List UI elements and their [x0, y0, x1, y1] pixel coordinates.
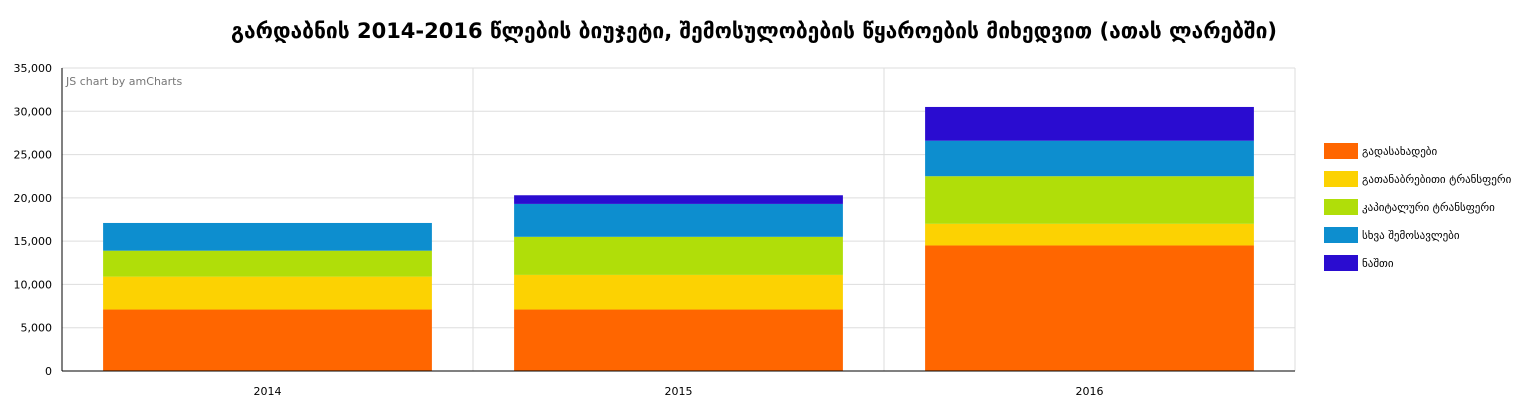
- bar-segment[interactable]: [514, 195, 843, 204]
- y-tick-label: 30,000: [14, 105, 53, 118]
- legend-swatch[interactable]: [1324, 143, 1358, 159]
- bar-segment[interactable]: [925, 176, 1254, 224]
- bar-segment[interactable]: [925, 223, 1254, 246]
- bar-segment[interactable]: [925, 245, 1254, 371]
- y-tick-label: 0: [45, 365, 52, 378]
- bar-segment[interactable]: [103, 222, 432, 251]
- bar-segment[interactable]: [925, 106, 1254, 141]
- y-tick-label: 20,000: [14, 192, 53, 205]
- bar-segment[interactable]: [514, 203, 843, 237]
- bar-segment[interactable]: [514, 236, 843, 275]
- y-tick-label: 15,000: [14, 235, 53, 248]
- legend-swatch[interactable]: [1324, 199, 1358, 215]
- bar-segment[interactable]: [103, 250, 432, 277]
- chart-credit[interactable]: JS chart by amCharts: [65, 75, 182, 88]
- legend-label[interactable]: ნაშთი: [1362, 257, 1394, 270]
- chart-title: გარდაბნის 2014-2016 წლების ბიუჯეტი, შემო…: [231, 19, 1277, 43]
- axes: 0 5,000 10,000 15,000 20,000 25,000 30,000 35,0…: [14, 62, 1295, 398]
- x-tick-label: 2016: [1076, 385, 1104, 398]
- bars: [103, 106, 1254, 371]
- x-tick-label: 2014: [254, 385, 282, 398]
- legend-label[interactable]: გათანაბრებითი ტრანსფერი: [1362, 173, 1512, 186]
- bar-segment[interactable]: [103, 309, 432, 371]
- legend-label[interactable]: გადასახადები: [1362, 145, 1438, 158]
- legend-label[interactable]: სხვა შემოსავლები: [1362, 229, 1460, 242]
- legend-swatch[interactable]: [1324, 171, 1358, 187]
- y-tick-label: 5,000: [21, 322, 53, 335]
- bar-segment[interactable]: [103, 276, 432, 310]
- legend-label[interactable]: კაპიტალური ტრანსფერი: [1362, 201, 1495, 214]
- x-tick-label: 2015: [665, 385, 693, 398]
- bar-segment[interactable]: [925, 140, 1254, 177]
- bar-segment[interactable]: [514, 309, 843, 371]
- legend-swatch[interactable]: [1324, 227, 1358, 243]
- bar-segment[interactable]: [514, 274, 843, 310]
- legend-swatch[interactable]: [1324, 255, 1358, 271]
- y-tick-label: 25,000: [14, 149, 53, 162]
- y-tick-label: 35,000: [14, 62, 53, 75]
- y-tick-label: 10,000: [14, 278, 53, 291]
- legend: გადასახადები გათანაბრებითი ტრანსფერი კაპიტ…: [1324, 143, 1512, 271]
